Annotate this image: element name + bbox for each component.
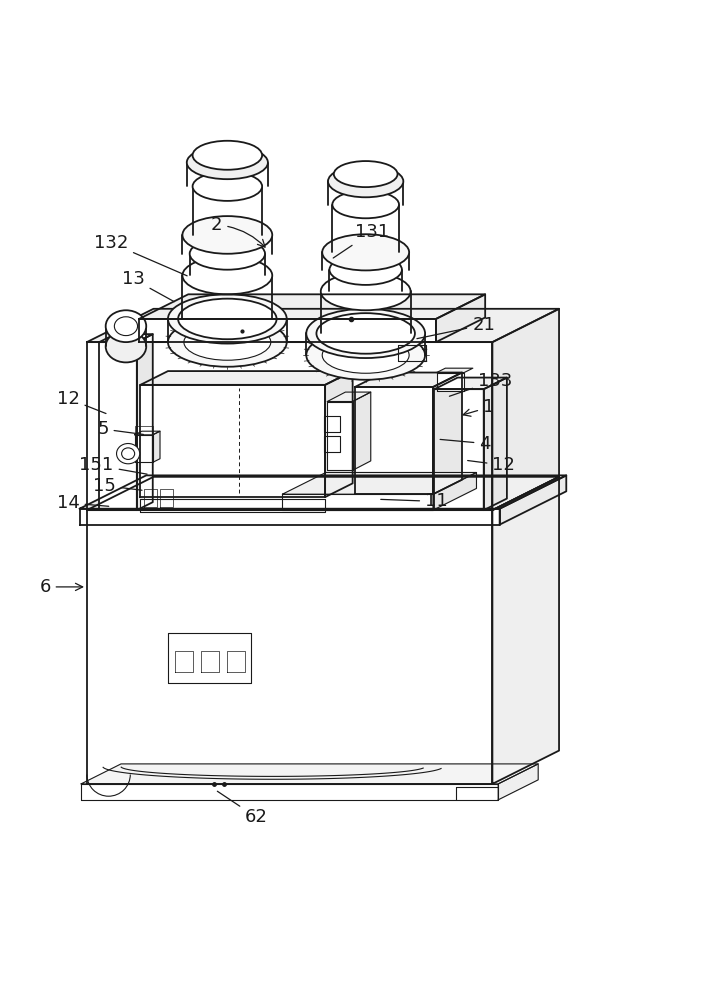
Polygon shape <box>433 373 462 494</box>
Polygon shape <box>153 431 160 462</box>
Ellipse shape <box>332 191 399 218</box>
Text: 151: 151 <box>79 456 147 474</box>
Polygon shape <box>353 392 371 470</box>
Polygon shape <box>325 371 353 497</box>
Ellipse shape <box>322 234 409 270</box>
Polygon shape <box>140 385 325 497</box>
Polygon shape <box>433 472 476 510</box>
Ellipse shape <box>334 161 398 187</box>
Ellipse shape <box>121 448 134 459</box>
Polygon shape <box>437 368 473 373</box>
Polygon shape <box>144 489 157 507</box>
Ellipse shape <box>184 324 270 360</box>
Polygon shape <box>498 764 538 800</box>
Polygon shape <box>79 475 566 509</box>
Polygon shape <box>81 764 538 784</box>
Polygon shape <box>435 378 507 389</box>
Text: 13: 13 <box>122 270 174 302</box>
Ellipse shape <box>182 216 272 254</box>
Polygon shape <box>99 334 153 342</box>
Ellipse shape <box>187 146 268 179</box>
Polygon shape <box>355 387 433 494</box>
Ellipse shape <box>105 310 146 342</box>
Text: 131: 131 <box>333 223 389 258</box>
Polygon shape <box>81 784 498 800</box>
Polygon shape <box>327 392 371 402</box>
Text: 2: 2 <box>211 216 265 247</box>
Polygon shape <box>87 477 559 510</box>
Polygon shape <box>499 475 566 525</box>
Ellipse shape <box>168 317 286 367</box>
Polygon shape <box>134 431 160 435</box>
Ellipse shape <box>306 331 425 380</box>
Polygon shape <box>324 436 340 452</box>
Ellipse shape <box>193 172 262 201</box>
Text: 12: 12 <box>467 456 515 474</box>
Polygon shape <box>87 510 492 784</box>
Text: 12: 12 <box>57 390 106 414</box>
Ellipse shape <box>316 313 415 354</box>
Ellipse shape <box>193 141 262 170</box>
Text: 14: 14 <box>57 494 109 512</box>
Polygon shape <box>87 342 492 510</box>
Ellipse shape <box>329 254 402 285</box>
Polygon shape <box>437 373 464 391</box>
Polygon shape <box>201 651 220 672</box>
Polygon shape <box>436 294 485 342</box>
Polygon shape <box>327 402 353 470</box>
Ellipse shape <box>168 294 286 344</box>
Ellipse shape <box>321 273 411 310</box>
Polygon shape <box>134 426 153 435</box>
Ellipse shape <box>190 238 265 270</box>
Polygon shape <box>435 389 483 510</box>
Polygon shape <box>140 499 325 512</box>
Ellipse shape <box>182 257 272 294</box>
Polygon shape <box>140 371 353 385</box>
Polygon shape <box>87 309 559 342</box>
Polygon shape <box>492 309 559 510</box>
Ellipse shape <box>178 299 276 339</box>
Ellipse shape <box>116 444 140 464</box>
Polygon shape <box>324 416 340 432</box>
Polygon shape <box>99 342 137 510</box>
Ellipse shape <box>114 317 137 336</box>
Polygon shape <box>168 633 252 683</box>
Polygon shape <box>79 509 499 525</box>
Ellipse shape <box>306 309 425 358</box>
Polygon shape <box>398 345 426 361</box>
Text: 6: 6 <box>39 578 83 596</box>
Polygon shape <box>139 294 485 319</box>
Polygon shape <box>137 334 153 510</box>
Polygon shape <box>355 373 462 387</box>
Text: 133: 133 <box>449 372 513 396</box>
Ellipse shape <box>328 165 403 197</box>
Text: 4: 4 <box>440 435 491 453</box>
Ellipse shape <box>322 337 409 373</box>
Text: 1: 1 <box>463 398 494 416</box>
Text: 15: 15 <box>93 477 142 495</box>
Polygon shape <box>282 472 476 494</box>
Polygon shape <box>160 489 173 507</box>
Text: 21: 21 <box>417 316 495 339</box>
Polygon shape <box>282 494 433 510</box>
Polygon shape <box>139 319 436 342</box>
Polygon shape <box>175 651 193 672</box>
Text: 62: 62 <box>217 791 268 826</box>
Ellipse shape <box>105 331 146 362</box>
Polygon shape <box>134 435 153 462</box>
Polygon shape <box>492 477 559 784</box>
Text: 5: 5 <box>97 420 143 438</box>
Polygon shape <box>228 651 246 672</box>
Text: 132: 132 <box>94 234 187 276</box>
Text: 11: 11 <box>381 492 448 510</box>
Polygon shape <box>483 378 507 510</box>
